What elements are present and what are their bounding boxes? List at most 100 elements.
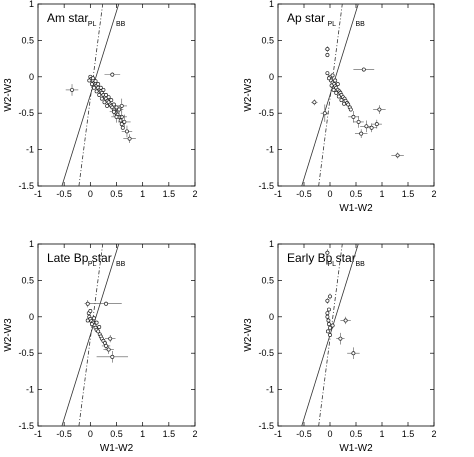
data-point: [351, 114, 356, 119]
data-point: [327, 322, 331, 327]
data-point: [111, 102, 116, 107]
data-point: [395, 153, 400, 158]
x-tick-label: 1.5: [163, 189, 176, 199]
y-tick-label: -1.5: [18, 181, 34, 191]
x-tick-label: 2: [192, 189, 197, 199]
data-point: [104, 93, 108, 97]
data-point: [325, 47, 330, 52]
y-tick-label: -0.5: [258, 108, 274, 118]
y-tick-label: -1: [26, 385, 34, 395]
y-tick-label: 0.5: [21, 275, 34, 285]
pl-line: [318, 3, 343, 187]
x-tick-label: 0.5: [350, 189, 363, 199]
data-point: [90, 76, 95, 81]
data-point: [336, 94, 341, 99]
data-point: [110, 354, 115, 359]
data-point: [333, 78, 338, 83]
x-tick-label: 2: [431, 429, 436, 439]
data-point: [111, 109, 116, 114]
data-point: [93, 79, 98, 84]
data-point: [377, 107, 382, 112]
x-tick-label: -1: [274, 429, 282, 439]
data-point: [328, 294, 332, 299]
data-point: [330, 323, 335, 328]
data-point: [119, 103, 124, 108]
data-point: [328, 325, 332, 330]
data-point: [101, 87, 106, 92]
panel-title: Ap star: [287, 11, 325, 25]
data-point: [342, 101, 346, 106]
data-point: [98, 85, 103, 90]
y-tick-label: -0.5: [258, 348, 274, 358]
y-tick-label: -1.5: [258, 181, 274, 191]
data-point: [106, 347, 111, 352]
y-axis-title: W2-W3: [243, 78, 254, 112]
y-tick-label: 0.5: [21, 35, 34, 45]
data-point: [108, 336, 113, 341]
bb-label: BB: [355, 261, 365, 268]
data-point: [329, 83, 334, 88]
data-point: [88, 309, 93, 313]
data-point: [330, 73, 335, 78]
x-tick-label: 0: [327, 189, 332, 199]
data-point: [96, 329, 101, 334]
data-point: [92, 85, 96, 90]
data-point: [369, 125, 374, 130]
x-tick-label: -0.5: [296, 189, 312, 199]
data-point: [374, 122, 379, 127]
x-tick-label: 1: [140, 189, 145, 199]
data-point: [325, 298, 330, 303]
y-tick-label: 0.5: [261, 275, 274, 285]
data-point: [364, 124, 369, 129]
y-tick-label: 1: [29, 239, 34, 249]
data-point: [359, 131, 364, 136]
plot-frame: [277, 243, 435, 427]
y-tick-label: 1: [269, 239, 274, 249]
data-point: [325, 71, 330, 76]
x-axis-title: W1-W2: [339, 203, 373, 214]
data-point: [351, 351, 356, 356]
x-tick-label: -0.5: [56, 189, 72, 199]
data-point: [92, 316, 96, 321]
data-point: [325, 329, 330, 334]
y-tick-label: 1: [29, 0, 34, 9]
x-tick-label: -1: [274, 189, 282, 199]
data-point: [94, 320, 99, 325]
plot-frame: [37, 3, 196, 187]
data-point: [335, 82, 340, 87]
y-tick-label: -1.5: [18, 421, 34, 431]
bb-line: [301, 3, 359, 187]
x-tick-label: -1: [34, 429, 42, 439]
panel-4: -1 -0.5 0 0.5 1 1.5 2-1.5-1-0.500.51W1-W2W2-W3…: [243, 239, 437, 454]
x-tick-label: -0.5: [56, 429, 72, 439]
x-tick-label: 2: [431, 189, 436, 199]
panel-title: Late Bp star: [47, 251, 112, 265]
data-point: [105, 103, 110, 108]
data-point: [325, 53, 330, 57]
data-point: [104, 301, 108, 306]
data-point: [327, 76, 331, 81]
x-axis-title: W1-W2: [339, 443, 373, 454]
data-point: [343, 318, 348, 323]
data-point: [109, 98, 114, 103]
x-tick-label: 1.5: [163, 429, 176, 439]
x-tick-label: 0: [88, 429, 93, 439]
pl-label: PL: [88, 21, 97, 28]
y-axis-title: W2-W3: [3, 78, 14, 112]
data-point: [325, 250, 330, 255]
data-point: [328, 333, 332, 337]
pl-label: PL: [327, 261, 336, 268]
data-point: [97, 93, 102, 97]
data-point: [70, 87, 74, 92]
x-tick-label: 0: [327, 429, 332, 439]
bb-label: BB: [116, 261, 126, 268]
pl-label: PL: [327, 21, 336, 28]
x-tick-label: -0.5: [296, 429, 312, 439]
data-point: [312, 100, 317, 105]
plot-frame: [37, 243, 196, 427]
data-point: [85, 318, 90, 323]
y-tick-label: 0: [269, 72, 274, 82]
data-point: [348, 107, 353, 112]
y-tick-label: -1: [266, 385, 274, 395]
